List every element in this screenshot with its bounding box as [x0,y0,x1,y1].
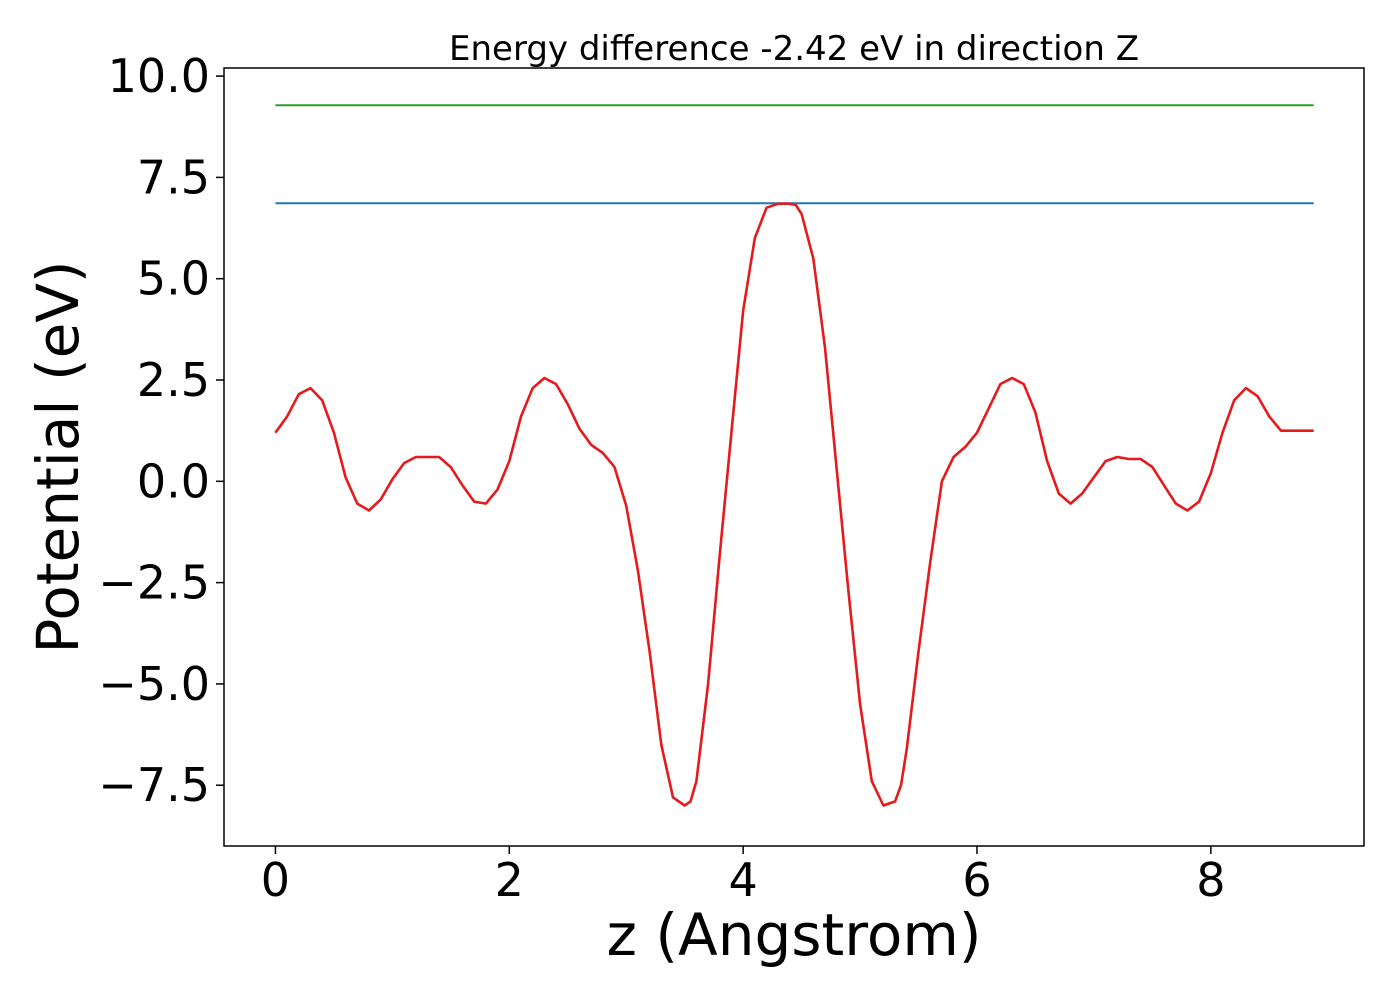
y-tick-label: 0.0 [137,454,210,508]
chart-title: Energy difference -2.42 eV in direction … [449,29,1139,69]
y-tick-label: −2.5 [98,556,210,610]
y-tick-label: 7.5 [137,150,210,204]
y-tick-label: 10.0 [108,49,210,103]
plot-area [274,104,1314,807]
x-tick-label: 4 [728,853,757,907]
x-tick-label: 6 [962,853,991,907]
x-tick-label: 2 [495,853,524,907]
y-axis-label: Potential (eV) [24,260,92,653]
y-tick-label: 2.5 [137,353,210,407]
x-tick-label: 0 [261,853,290,907]
x-axis-ticks: 0 2 4 6 8 [261,846,1225,907]
x-axis-label: z (Angstrom) [607,901,982,969]
y-tick-label: −5.0 [98,657,210,711]
series-line-2 [274,202,1314,807]
plot-frame [223,67,1365,847]
y-tick-label: 5.0 [137,252,210,306]
y-axis-ticks: −7.5 −5.0 −2.5 0.0 2.5 5.0 7.5 10.0 [98,49,224,812]
x-tick-label: 8 [1196,853,1225,907]
y-tick-label: −7.5 [98,758,210,812]
